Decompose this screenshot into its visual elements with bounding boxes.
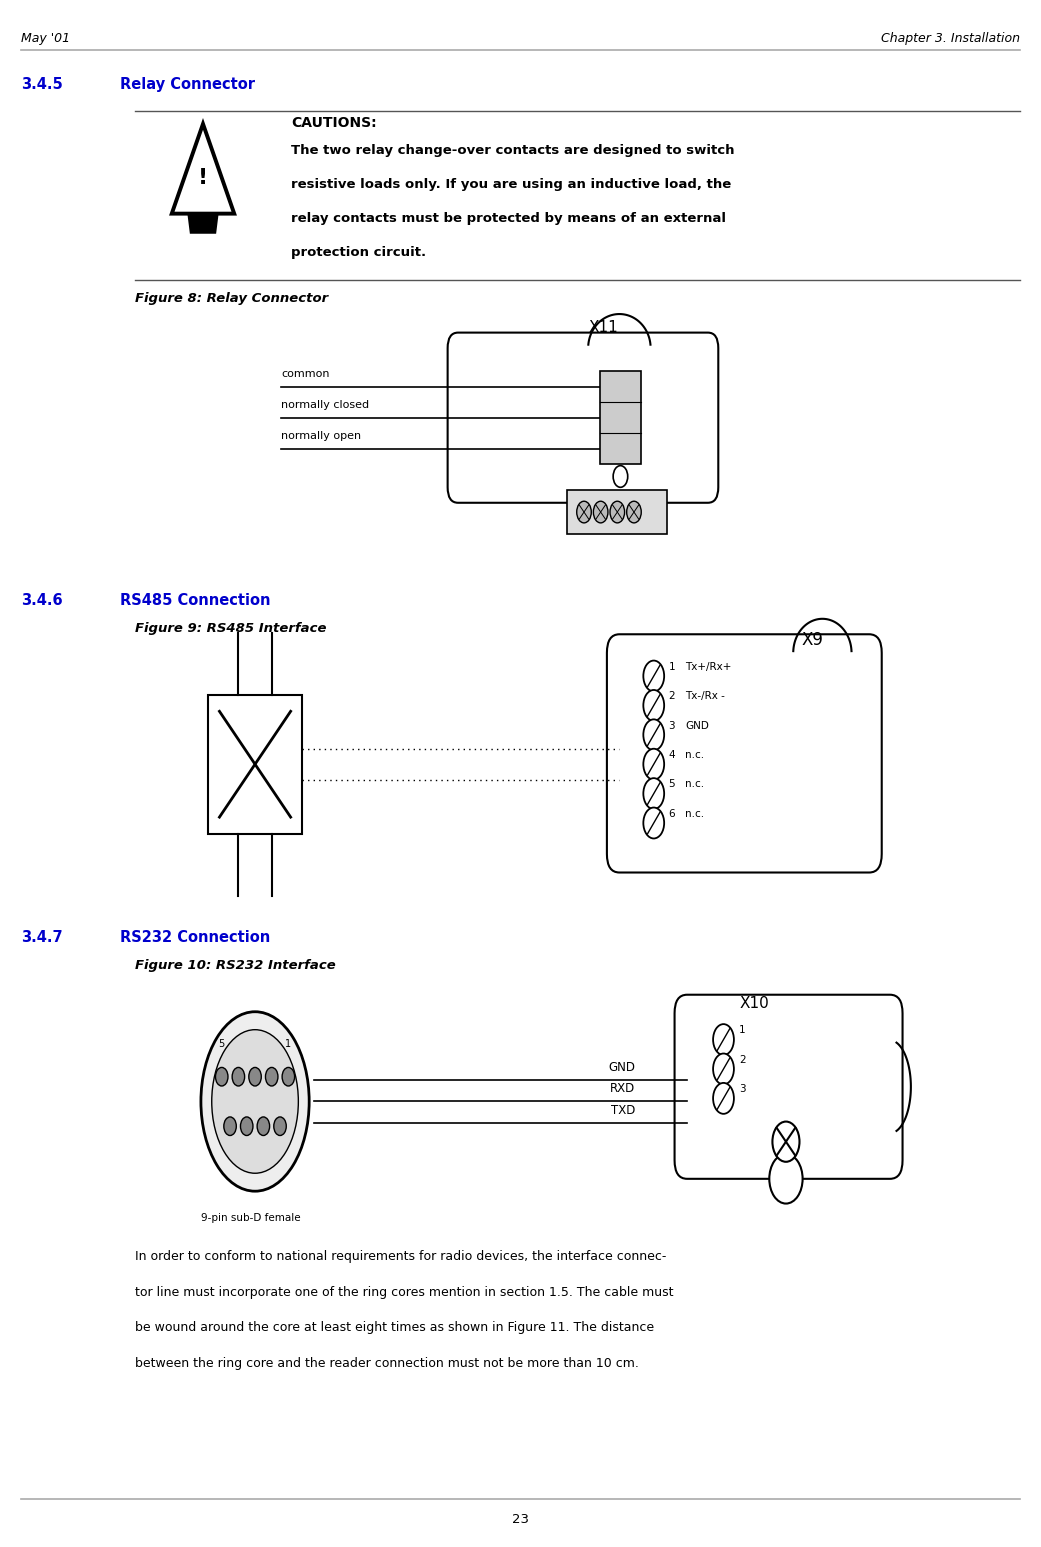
Text: 3.4.6: 3.4.6 (21, 593, 62, 608)
Text: Figure 8: Relay Connector: Figure 8: Relay Connector (135, 292, 329, 305)
Text: Chapter 3. Installation: Chapter 3. Installation (881, 32, 1020, 45)
Circle shape (215, 1067, 228, 1086)
Text: 3: 3 (252, 1040, 258, 1049)
Text: protection circuit.: protection circuit. (291, 246, 427, 258)
Text: n.c.: n.c. (685, 780, 704, 789)
Text: In order to conform to national requirements for radio devices, the interface co: In order to conform to national requirem… (135, 1250, 666, 1262)
Text: 1: 1 (603, 374, 609, 384)
Text: GND: GND (608, 1061, 635, 1074)
Text: 1: 1 (739, 1026, 745, 1035)
Text: Figure 10: RS232 Interface: Figure 10: RS232 Interface (135, 959, 336, 972)
Text: 4: 4 (235, 1040, 242, 1049)
Text: 3: 3 (668, 721, 675, 730)
Circle shape (627, 501, 641, 523)
Circle shape (265, 1067, 278, 1086)
Circle shape (282, 1067, 295, 1086)
Circle shape (772, 1122, 799, 1162)
Text: between the ring core and the reader connection must not be more than 10 cm.: between the ring core and the reader con… (135, 1357, 639, 1369)
Circle shape (613, 466, 628, 487)
Bar (208, 695, 302, 834)
Text: 1: 1 (668, 662, 675, 671)
Text: 2: 2 (603, 405, 609, 415)
Circle shape (610, 501, 625, 523)
Circle shape (643, 661, 664, 692)
Bar (600, 371, 641, 464)
Text: RS232 Connection: RS232 Connection (120, 930, 270, 945)
Circle shape (713, 1024, 734, 1055)
Text: resistive loads only. If you are using an inductive load, the: resistive loads only. If you are using a… (291, 178, 732, 190)
Text: Figure 9: RS485 Interface: Figure 9: RS485 Interface (135, 622, 327, 634)
Text: The two relay change-over contacts are designed to switch: The two relay change-over contacts are d… (291, 144, 735, 156)
Text: relay contacts must be protected by means of an external: relay contacts must be protected by mean… (291, 212, 727, 224)
Circle shape (593, 501, 608, 523)
Text: 2: 2 (739, 1055, 745, 1064)
Circle shape (643, 749, 664, 780)
Circle shape (257, 1117, 270, 1135)
Text: 1: 1 (285, 1040, 291, 1049)
Text: X9: X9 (802, 631, 823, 650)
Text: n.c.: n.c. (685, 750, 704, 760)
Circle shape (643, 808, 664, 838)
Text: 3.4.7: 3.4.7 (21, 930, 62, 945)
Text: 3: 3 (739, 1084, 745, 1094)
Circle shape (249, 1067, 261, 1086)
Bar (567, 490, 667, 534)
Text: TXD: TXD (611, 1105, 635, 1117)
Text: 9-pin sub-D female: 9-pin sub-D female (201, 1213, 301, 1222)
Text: Tx+/Rx+: Tx+/Rx+ (685, 662, 732, 671)
Text: common: common (281, 370, 330, 379)
Text: X10: X10 (739, 996, 769, 1012)
Circle shape (643, 719, 664, 750)
Text: !: ! (198, 169, 208, 187)
Text: 2: 2 (269, 1040, 275, 1049)
Circle shape (643, 690, 664, 721)
Polygon shape (187, 213, 219, 234)
Text: be wound around the core at least eight times as shown in Figure 11. The distanc: be wound around the core at least eight … (135, 1321, 655, 1334)
Ellipse shape (211, 1030, 299, 1173)
Text: 3: 3 (603, 436, 609, 446)
Circle shape (577, 501, 591, 523)
Circle shape (643, 778, 664, 809)
FancyBboxPatch shape (607, 634, 882, 873)
Circle shape (224, 1117, 236, 1135)
Text: normally open: normally open (281, 432, 361, 441)
Text: RXD: RXD (610, 1083, 635, 1095)
Circle shape (769, 1154, 803, 1204)
Text: Tx-/Rx -: Tx-/Rx - (685, 692, 725, 701)
Text: tor line must incorporate one of the ring cores mention in section 1.5. The cabl: tor line must incorporate one of the rin… (135, 1286, 674, 1298)
Circle shape (713, 1083, 734, 1114)
Text: RS485 Connection: RS485 Connection (120, 593, 271, 608)
Circle shape (713, 1054, 734, 1084)
Text: n.c.: n.c. (685, 809, 704, 818)
Text: X11: X11 (588, 320, 618, 336)
Text: 5: 5 (668, 780, 675, 789)
Text: GND: GND (685, 721, 709, 730)
Text: 3.4.5: 3.4.5 (21, 77, 62, 93)
Circle shape (274, 1117, 286, 1135)
FancyBboxPatch shape (675, 995, 903, 1179)
Text: 2: 2 (668, 692, 675, 701)
FancyBboxPatch shape (448, 333, 718, 503)
Text: CAUTIONS:: CAUTIONS: (291, 116, 377, 130)
Text: normally closed: normally closed (281, 401, 370, 410)
Text: May '01: May '01 (21, 32, 70, 45)
Text: 5: 5 (219, 1040, 225, 1049)
Text: 4: 4 (668, 750, 675, 760)
Circle shape (232, 1067, 245, 1086)
Text: Relay Connector: Relay Connector (120, 77, 255, 93)
Text: 23: 23 (512, 1513, 529, 1525)
Circle shape (240, 1117, 253, 1135)
Ellipse shape (201, 1012, 309, 1191)
Text: 6: 6 (668, 809, 675, 818)
